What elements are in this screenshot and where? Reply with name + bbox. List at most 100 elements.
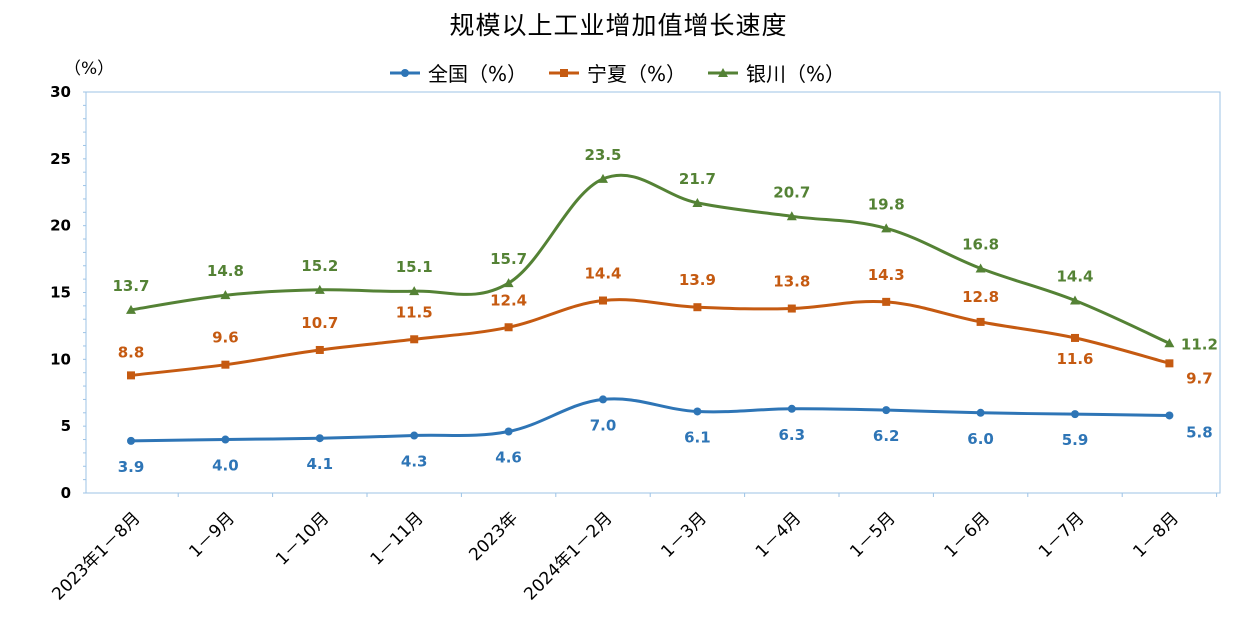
data-label: 23.5 <box>584 146 621 164</box>
y-tick-label: 0 <box>61 484 71 502</box>
data-point-marker <box>1071 410 1079 419</box>
data-label: 14.8 <box>207 262 244 280</box>
data-point-marker <box>220 290 231 300</box>
data-point-marker <box>1164 338 1175 348</box>
data-point-marker <box>976 408 985 417</box>
data-label: 21.7 <box>679 170 716 188</box>
x-tick-label: 2023年1－8月 <box>48 508 144 604</box>
data-label: 4.6 <box>495 449 522 467</box>
legend-label: 宁夏（%） <box>587 62 687 86</box>
data-label: 10.7 <box>301 314 338 332</box>
data-label: 15.1 <box>396 258 433 276</box>
data-point-marker <box>221 435 230 444</box>
series-line-2 <box>130 173 1171 345</box>
y-tick-label: 10 <box>50 350 71 368</box>
data-point-marker <box>126 304 136 314</box>
x-tick-label: 1－4月 <box>752 508 805 561</box>
data-point-marker <box>787 304 796 313</box>
data-label: 11.6 <box>1056 350 1093 368</box>
legend-item: 银川（%） <box>706 58 845 87</box>
data-point-marker <box>127 436 135 445</box>
data-label: 16.8 <box>962 235 999 253</box>
data-label: 13.8 <box>773 273 810 291</box>
legend-swatch <box>708 67 739 77</box>
y-tick-label: 5 <box>61 417 71 435</box>
data-point-marker <box>1165 411 1174 420</box>
data-point-marker <box>599 296 607 305</box>
legend-item: 宁夏（%） <box>547 58 686 87</box>
data-label: 14.4 <box>584 265 621 283</box>
data-label: 4.1 <box>307 455 334 473</box>
data-point-marker <box>787 404 796 413</box>
y-tick-label: 30 <box>50 83 71 101</box>
data-point-marker <box>315 345 324 354</box>
data-label: 5.8 <box>1186 423 1213 441</box>
data-label: 7.0 <box>590 416 617 434</box>
data-point-marker <box>598 173 608 183</box>
data-labels: 3.9 4.0 4.1 4.3 4.6 7.0 6.1 6.3 6.2 6.0 5.9 5.8 8.8 9… <box>112 146 1217 476</box>
x-tick-label: 1－11月 <box>367 508 428 569</box>
y-tick-label: 20 <box>50 217 71 235</box>
data-label: 15.2 <box>301 257 338 275</box>
data-label: 9.6 <box>212 329 239 347</box>
x-tick-label: 1－7月 <box>1035 508 1088 561</box>
data-label: 11.2 <box>1181 335 1218 353</box>
chart-title: 规模以上工业增加值增长速度 <box>449 11 788 40</box>
data-point-marker <box>599 395 607 404</box>
data-point-marker <box>786 211 797 221</box>
data-point-marker <box>693 407 702 416</box>
data-label: 3.9 <box>118 458 145 476</box>
data-point-marker <box>410 431 419 440</box>
data-point-marker <box>882 406 891 415</box>
data-point-marker <box>692 197 703 207</box>
data-point-marker <box>221 360 230 369</box>
data-label: 6.2 <box>873 427 900 445</box>
data-point-marker <box>410 335 419 344</box>
chart-legend: 全国（%） 宁夏（%） 银川（%） <box>388 58 845 87</box>
data-label: 19.8 <box>868 195 905 213</box>
x-tick-label: 2024年1－2月 <box>520 508 616 604</box>
data-label: 6.0 <box>967 430 994 448</box>
data-point-marker <box>882 297 891 306</box>
legend-swatch-marker <box>560 68 569 77</box>
legend-swatch-marker <box>718 67 729 77</box>
data-label: 12.4 <box>490 291 527 309</box>
data-point-marker <box>503 278 514 288</box>
data-point-marker <box>315 434 324 443</box>
x-tick-label: 1－10月 <box>272 508 333 569</box>
data-label: 4.3 <box>401 453 428 471</box>
legend-item: 全国（%） <box>388 58 527 87</box>
data-point-marker <box>1070 295 1080 305</box>
legend-label: 银川（%） <box>746 62 846 86</box>
data-point-marker <box>409 286 420 296</box>
data-label: 11.5 <box>396 303 433 321</box>
data-label: 15.7 <box>490 250 527 268</box>
x-tick-label: 2023年 <box>465 508 522 565</box>
data-label: 6.1 <box>684 428 711 446</box>
series-line-1 <box>130 298 1170 377</box>
data-point-marker <box>314 284 325 294</box>
data-label: 12.8 <box>962 288 999 306</box>
data-label: 13.9 <box>679 271 716 289</box>
data-label: 13.7 <box>112 277 149 295</box>
data-point-marker <box>1165 359 1174 368</box>
series-line-0 <box>130 397 1170 443</box>
x-tick-label: 1－3月 <box>657 508 710 561</box>
data-point-marker <box>504 427 513 436</box>
data-label: 5.9 <box>1062 431 1089 449</box>
legend-swatch <box>390 68 420 77</box>
data-point-marker <box>881 223 892 233</box>
data-label: 6.3 <box>779 426 806 444</box>
x-tick-label: 1－6月 <box>941 508 994 561</box>
legend-label: 全国（%） <box>428 62 528 86</box>
data-label: 20.7 <box>773 183 810 201</box>
data-point-marker <box>504 323 513 332</box>
y-tick-label: 15 <box>50 284 71 302</box>
data-label: 8.8 <box>118 343 145 361</box>
data-label: 14.3 <box>868 266 905 284</box>
x-tick-label: 1－5月 <box>846 508 899 561</box>
y-axis-unit-label: （%） <box>64 59 115 79</box>
data-label: 9.7 <box>1186 369 1213 387</box>
series-markers <box>126 173 1175 445</box>
data-label: 14.4 <box>1056 268 1093 286</box>
